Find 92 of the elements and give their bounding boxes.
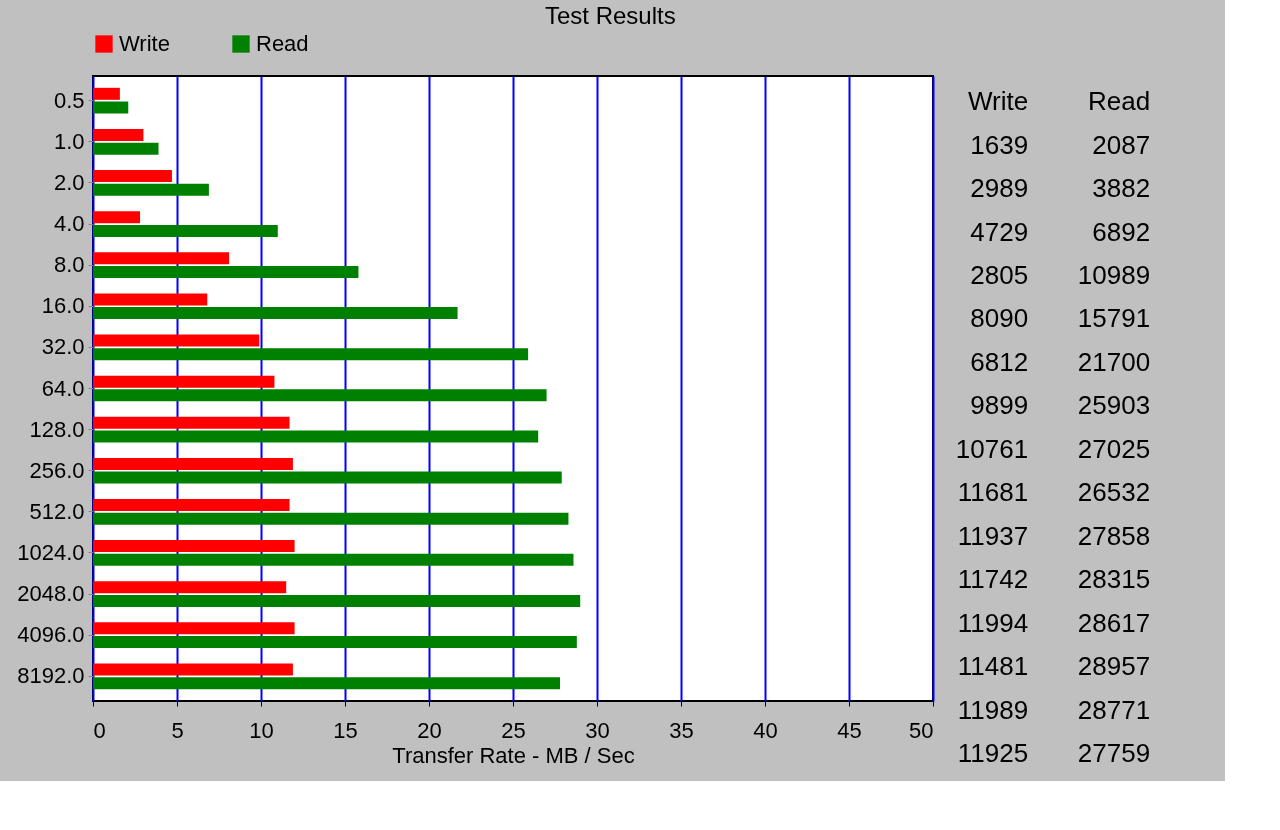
bar xyxy=(93,581,287,594)
x-tick-label: 5 xyxy=(171,717,184,743)
text: 28771 xyxy=(1077,694,1151,725)
text: 28315 xyxy=(1077,564,1151,595)
bar xyxy=(93,375,275,388)
y-tick-label: 1.0 xyxy=(53,128,85,154)
bar xyxy=(93,594,581,607)
text: 21700 xyxy=(1077,346,1151,377)
bar xyxy=(93,293,208,306)
bar xyxy=(93,677,561,690)
bar xyxy=(93,636,577,649)
text: 28957 xyxy=(1077,651,1151,682)
x-axis-title: Transfer Rate - MB / Sec xyxy=(392,742,635,768)
bar xyxy=(93,334,260,347)
x-tick-label: 35 xyxy=(669,717,694,743)
y-tick-label: 8192.0 xyxy=(17,663,85,689)
y-tick-label: 512.0 xyxy=(29,498,85,524)
text: 11925 xyxy=(957,738,1029,769)
text: 2087 xyxy=(1092,129,1151,160)
y-tick-label: 1024.0 xyxy=(17,539,85,565)
bar xyxy=(93,252,230,265)
text: 25903 xyxy=(1077,390,1151,421)
text: 6892 xyxy=(1092,216,1151,247)
bar xyxy=(93,266,359,278)
text: 27858 xyxy=(1077,520,1151,551)
text: 11681 xyxy=(957,477,1029,508)
text: 11994 xyxy=(957,607,1029,638)
bar xyxy=(93,540,295,553)
bar xyxy=(93,389,547,402)
bar xyxy=(93,142,159,155)
bar xyxy=(93,128,144,141)
bar xyxy=(93,663,293,676)
text: 11937 xyxy=(957,520,1029,551)
x-tick-label: 50 xyxy=(909,717,934,743)
bar xyxy=(93,183,209,196)
text: 9899 xyxy=(970,390,1029,421)
y-tick-label: 4096.0 xyxy=(17,622,85,648)
text: Read xyxy=(1087,86,1151,117)
y-tick-label: 256.0 xyxy=(29,457,85,483)
x-tick-label: 45 xyxy=(837,717,862,743)
x-tick-label: 15 xyxy=(333,717,358,743)
x-tick-label: 40 xyxy=(753,717,778,743)
y-tick-label: 2048.0 xyxy=(17,581,85,607)
text: 11742 xyxy=(957,564,1029,595)
x-tick-label: 0 xyxy=(93,717,106,743)
text: 11481 xyxy=(957,651,1029,682)
text: 28617 xyxy=(1077,607,1151,638)
bar xyxy=(93,430,539,443)
y-tick-label: 0.5 xyxy=(53,87,85,113)
y-tick-label: 8.0 xyxy=(53,252,85,278)
y-tick-label: 4.0 xyxy=(53,211,85,237)
text: 15791 xyxy=(1077,303,1151,334)
legend-label: Write xyxy=(119,31,170,56)
y-tick-label: 128.0 xyxy=(29,416,85,442)
text: 8090 xyxy=(970,303,1029,334)
x-tick-label: 30 xyxy=(585,717,610,743)
bar xyxy=(93,457,293,470)
bar xyxy=(93,87,120,100)
text: 10761 xyxy=(955,433,1029,464)
bar xyxy=(93,416,290,429)
bar xyxy=(93,224,278,237)
text: 1639 xyxy=(970,129,1029,160)
y-tick-label: 32.0 xyxy=(41,334,85,360)
x-tick-label: 20 xyxy=(417,717,442,743)
bar xyxy=(93,101,129,114)
bar xyxy=(93,512,569,525)
bar xyxy=(93,622,295,635)
text: 6812 xyxy=(970,346,1029,377)
text: Write xyxy=(967,86,1029,117)
bar xyxy=(93,553,574,566)
text: 11989 xyxy=(957,694,1029,725)
text: 27759 xyxy=(1077,738,1151,769)
text: 27025 xyxy=(1077,433,1151,464)
x-tick-label: 25 xyxy=(501,717,526,743)
text: 4729 xyxy=(970,216,1029,247)
y-tick-label: 2.0 xyxy=(53,169,85,195)
text: 2989 xyxy=(970,173,1029,204)
bar xyxy=(93,471,562,484)
text: 10989 xyxy=(1077,260,1151,290)
bar xyxy=(93,499,290,511)
bar xyxy=(93,211,141,224)
y-tick-label: 64.0 xyxy=(41,375,85,401)
bar xyxy=(93,307,458,320)
bar xyxy=(93,348,529,361)
text: 2805 xyxy=(970,260,1029,290)
x-tick-label: 10 xyxy=(249,717,274,743)
chart-title: Test Results xyxy=(545,2,676,29)
legend-label: Read xyxy=(256,31,309,56)
text: 3882 xyxy=(1092,173,1151,204)
y-tick-label: 16.0 xyxy=(41,293,85,319)
bar xyxy=(93,170,172,183)
text: 26532 xyxy=(1077,477,1151,508)
